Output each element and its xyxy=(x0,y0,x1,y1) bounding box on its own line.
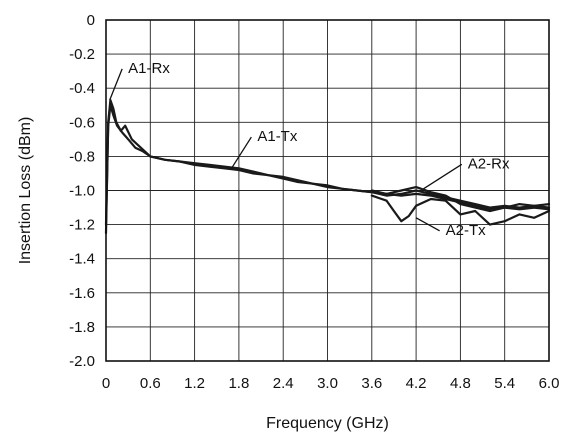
annotation-label: A2-Tx xyxy=(446,222,487,239)
x-tick-label: 6.0 xyxy=(539,375,560,392)
annotation-leader xyxy=(423,163,463,190)
annotation-leader xyxy=(109,68,123,101)
y-tick-label: -0.2 xyxy=(69,46,95,63)
x-tick-labels: 0 0.6 1.2 1.8 2.4 3.0 3.6 4.2 4.8 5.4 6.0 xyxy=(102,375,560,392)
grid xyxy=(105,19,550,362)
x-tick-label: 1.8 xyxy=(228,375,249,392)
series-group xyxy=(104,99,551,235)
x-tick-label: 4.8 xyxy=(450,375,471,392)
x-tick-label: 3.6 xyxy=(361,375,382,392)
x-tick-label: 4.2 xyxy=(406,375,427,392)
x-tick-label: 1.2 xyxy=(184,375,205,392)
y-tick-label: -1.4 xyxy=(69,251,95,268)
annotation-label: A1-Rx xyxy=(128,60,170,77)
annotation-label: A1-Tx xyxy=(257,128,298,145)
y-tick-label: -0.8 xyxy=(69,148,95,165)
series-line-a1-rx xyxy=(104,99,551,235)
annotation-label: A2-Rx xyxy=(468,155,510,172)
y-tick-label: -1.8 xyxy=(69,319,95,336)
x-tick-label: 0 xyxy=(102,375,110,392)
series-line-a2-rx xyxy=(370,186,551,213)
y-tick-label: -1.2 xyxy=(69,217,95,234)
x-axis-title: Frequency (GHz) xyxy=(266,415,389,432)
x-tick-label: 5.4 xyxy=(494,375,515,392)
y-tick-label: -0.4 xyxy=(69,80,95,97)
x-tick-label: 0.6 xyxy=(140,375,161,392)
annotation-leader xyxy=(415,217,440,232)
y-tick-label: -1.0 xyxy=(69,183,95,200)
series-line-a1-tx xyxy=(104,104,551,226)
annotation-leader xyxy=(230,136,252,169)
annotations: A1-Rx A1-Tx A2-Rx A2-Tx xyxy=(109,60,510,239)
x-tick-label: 2.4 xyxy=(273,375,294,392)
plot-frame xyxy=(105,19,550,362)
x-tick-label: 3.0 xyxy=(317,375,338,392)
series-line-a2-tx xyxy=(370,194,551,226)
y-tick-label: 0 xyxy=(87,12,95,29)
y-tick-label: -2.0 xyxy=(69,353,95,370)
y-tick-label: -1.6 xyxy=(69,285,95,302)
y-tick-label: -0.6 xyxy=(69,114,95,131)
y-axis-title: Insertion Loss (dBm) xyxy=(17,117,34,265)
y-tick-labels: 0 -0.2 -0.4 -0.6 -0.8 -1.0 -1.2 -1.4 -1.6 -1.8 -2.… xyxy=(69,12,95,370)
